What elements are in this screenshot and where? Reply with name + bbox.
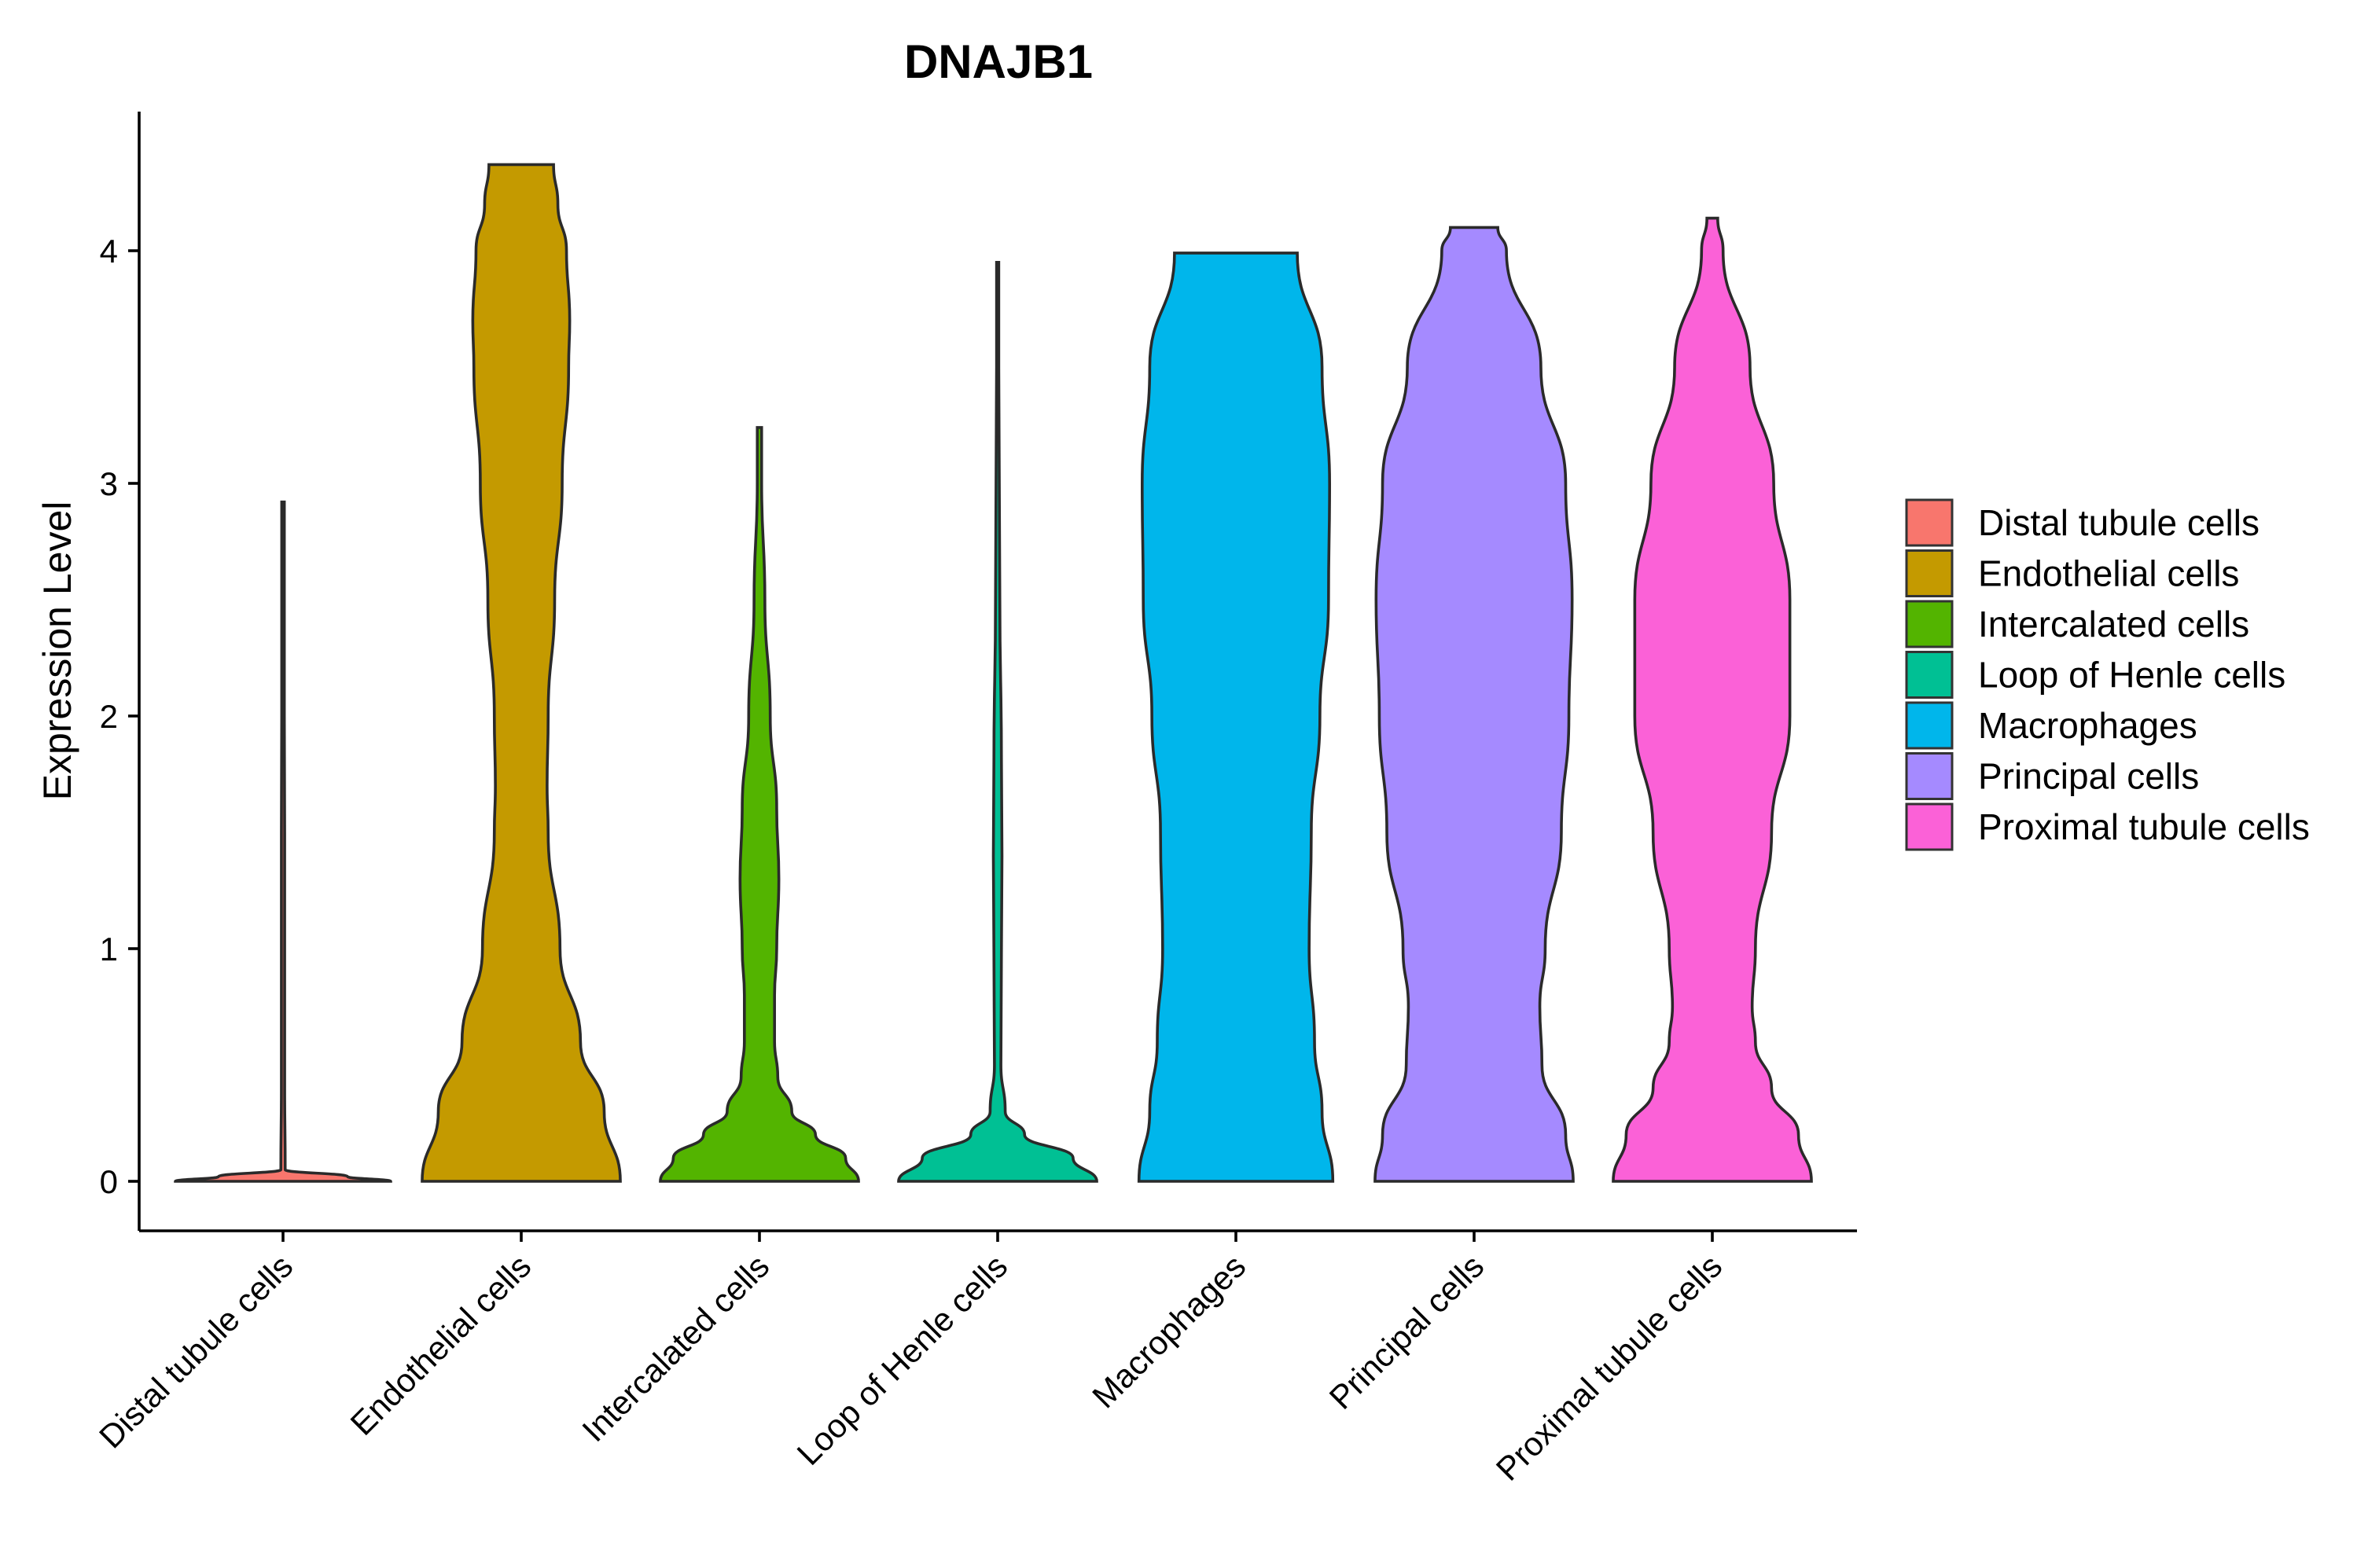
violin-group [174, 163, 1813, 1183]
legend-swatch [1905, 752, 1954, 800]
legend-label: Macrophages [1978, 705, 2197, 746]
y-tick-label: 1 [100, 931, 118, 968]
x-tick-label: Loop of Henle cells [790, 1247, 1015, 1472]
legend-swatch [1905, 802, 1954, 851]
legend-label: Proximal tubule cells [1978, 806, 2310, 847]
y-tick-label: 3 [100, 465, 118, 502]
legend-swatch [1905, 549, 1954, 597]
legend-swatch [1905, 600, 1954, 648]
violin-distal-tubule-cells [174, 500, 392, 1183]
violin-endothelial-cells [421, 163, 622, 1183]
legend: Distal tubule cells Endothelial cells Inte… [1905, 498, 2310, 851]
x-tick-label: Principal cells [1322, 1247, 1491, 1416]
legend-label: Distal tubule cells [1978, 502, 2260, 543]
violin-proximal-tubule-cells [1612, 216, 1813, 1183]
x-tick-label: Distal tubule cells [92, 1247, 300, 1455]
x-tick-label: Intercalated cells [575, 1247, 776, 1449]
violin-loop-of-henle-cells [897, 261, 1098, 1183]
y-tick-label: 0 [100, 1163, 118, 1200]
violin-macrophages [1137, 252, 1335, 1183]
legend-label: Endothelial cells [1978, 553, 2239, 594]
y-tick-label: 2 [100, 698, 118, 735]
chart-title: DNAJB1 [904, 35, 1093, 88]
x-axis-ticks: Distal tubule cells Endothelial cells Inte… [92, 1231, 1729, 1488]
legend-swatch [1905, 701, 1954, 750]
legend-swatch [1905, 651, 1954, 699]
violin-principal-cells [1373, 226, 1575, 1183]
y-tick-label: 4 [100, 233, 118, 270]
y-axis-ticks: 0 1 2 3 4 [100, 233, 139, 1200]
legend-label: Intercalated cells [1978, 604, 2249, 644]
y-axis-title: Expression Level [35, 501, 79, 801]
plot-area: 0 1 2 3 4 Distal tubule cells Endothelial cel… [92, 112, 1857, 1488]
violin-intercalated-cells [659, 426, 860, 1183]
legend-label: Loop of Henle cells [1978, 655, 2285, 696]
x-tick-label: Proximal tubule cells [1489, 1247, 1730, 1488]
x-tick-label: Macrophages [1085, 1247, 1252, 1415]
legend-swatch [1905, 498, 1954, 547]
legend-label: Principal cells [1978, 756, 2199, 797]
x-tick-label: Endothelial cells [344, 1247, 539, 1442]
